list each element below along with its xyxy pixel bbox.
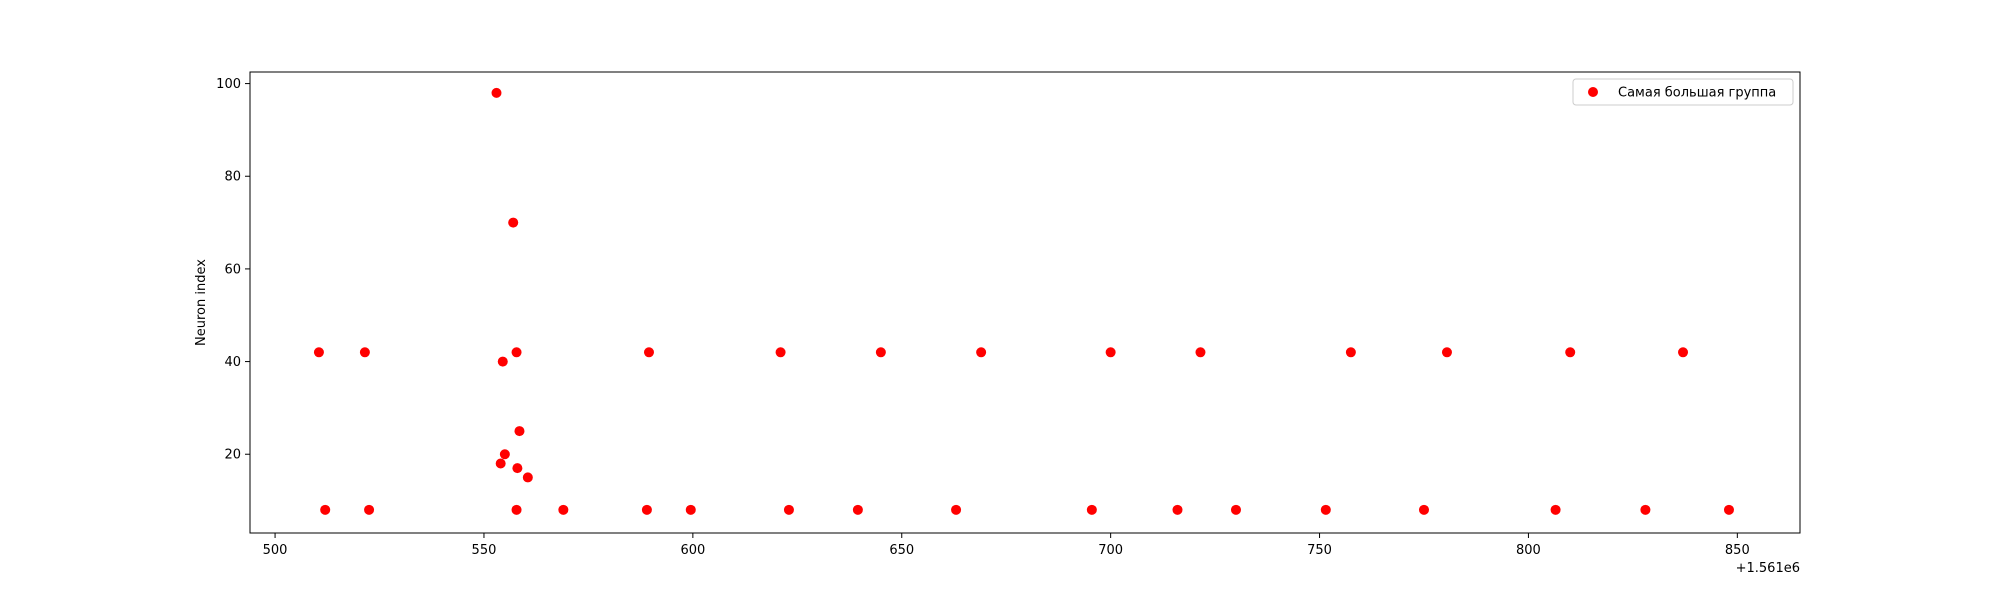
data-point xyxy=(1550,504,1561,515)
legend-label: Самая большая группа xyxy=(1618,86,1776,101)
data-point xyxy=(852,504,863,515)
data-point xyxy=(364,504,375,515)
data-point xyxy=(313,347,324,358)
data-point xyxy=(495,458,506,469)
data-point xyxy=(1565,347,1576,358)
x-tick-label: 550 xyxy=(472,543,497,558)
data-point xyxy=(951,504,962,515)
legend-marker xyxy=(1588,87,1598,97)
data-point xyxy=(1640,504,1651,515)
data-point xyxy=(497,356,508,367)
data-point xyxy=(1105,347,1116,358)
data-point xyxy=(1230,504,1241,515)
data-point xyxy=(508,217,519,228)
data-point xyxy=(511,347,522,358)
data-point xyxy=(875,347,886,358)
data-point xyxy=(320,504,331,515)
x-tick-label: 500 xyxy=(263,543,288,558)
data-point xyxy=(1723,504,1734,515)
data-point xyxy=(685,504,696,515)
x-axis: 500 550 600 650 700 750 800 850 xyxy=(263,533,1750,558)
y-tick-label: 40 xyxy=(224,355,241,370)
x-tick-label: 600 xyxy=(680,543,705,558)
x-tick-label: 800 xyxy=(1516,543,1541,558)
legend: Самая большая группа xyxy=(1572,78,1794,106)
x-tick-label: 850 xyxy=(1725,543,1750,558)
data-point xyxy=(1172,504,1183,515)
data-point xyxy=(976,347,987,358)
data-point xyxy=(1320,504,1331,515)
y-axis: 20 40 60 80 100 xyxy=(216,77,250,463)
data-point xyxy=(522,472,533,483)
data-point xyxy=(512,463,523,474)
data-point xyxy=(641,504,652,515)
data-point xyxy=(1418,504,1429,515)
legend-box xyxy=(1572,78,1794,106)
data-point xyxy=(775,347,786,358)
data-point xyxy=(1086,504,1097,515)
x-axis-offset-label: +1.561e6 xyxy=(1736,561,1800,576)
data-point xyxy=(514,426,525,437)
x-tick-label: 650 xyxy=(889,543,914,558)
data-point xyxy=(643,347,654,358)
y-tick-label: 80 xyxy=(224,170,241,185)
data-point xyxy=(1678,347,1689,358)
data-points xyxy=(313,87,1734,515)
data-point xyxy=(511,504,522,515)
x-tick-label: 750 xyxy=(1307,543,1332,558)
data-point xyxy=(783,504,794,515)
data-point xyxy=(1195,347,1206,358)
y-tick-label: 100 xyxy=(216,77,241,92)
data-point xyxy=(359,347,370,358)
x-tick-label: 700 xyxy=(1098,543,1123,558)
y-axis-label: Neuron index xyxy=(194,259,209,346)
data-point xyxy=(558,504,569,515)
plot-area xyxy=(249,71,1801,534)
data-point xyxy=(1345,347,1356,358)
data-point xyxy=(491,87,502,98)
y-tick-label: 20 xyxy=(224,448,241,463)
data-point xyxy=(499,449,510,460)
data-point xyxy=(1441,347,1452,358)
y-tick-label: 60 xyxy=(224,262,241,277)
